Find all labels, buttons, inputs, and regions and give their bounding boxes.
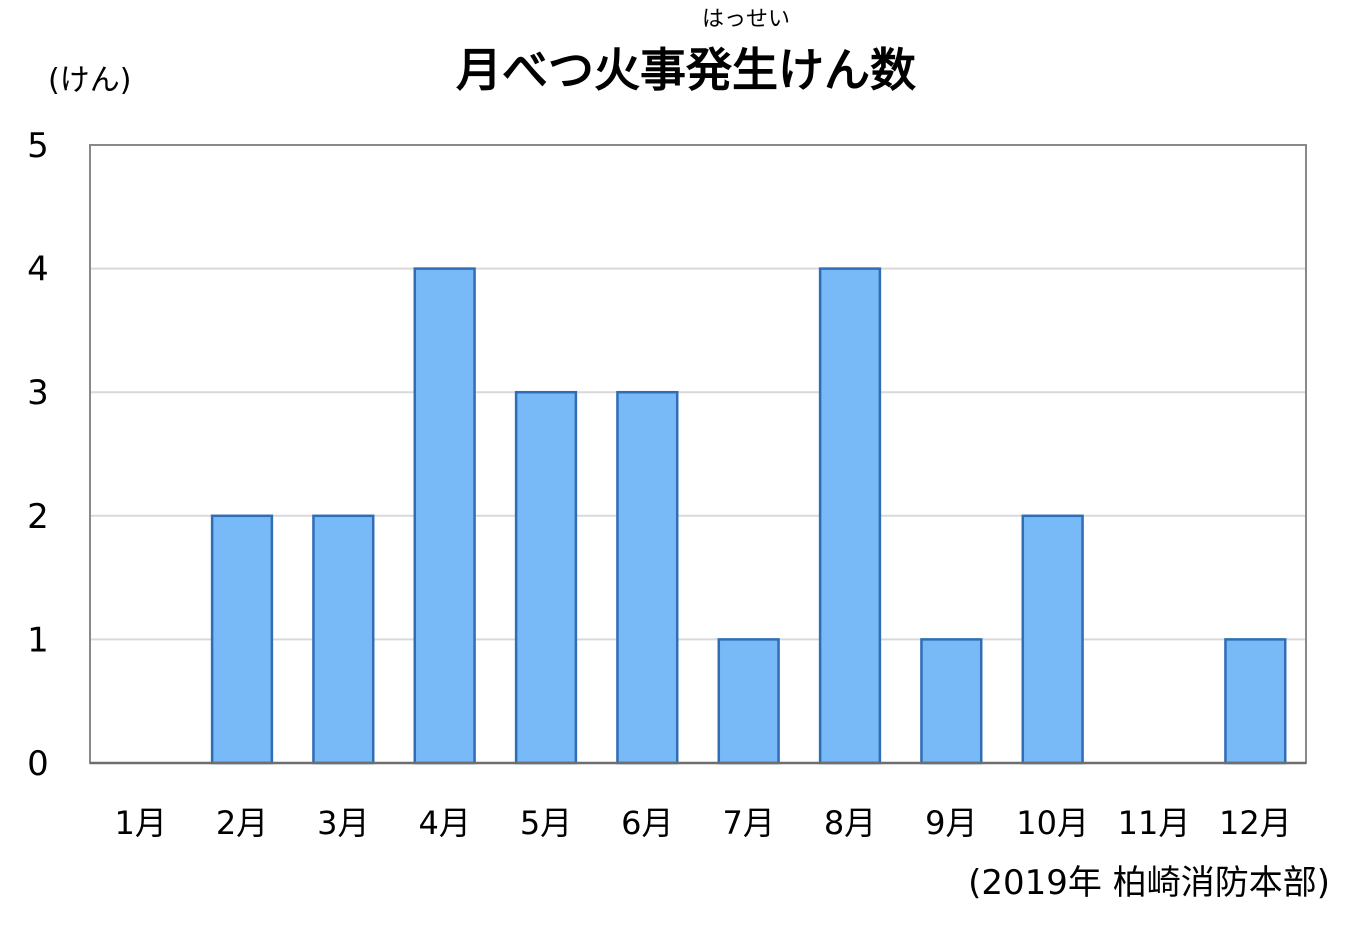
bar-12月: [1224, 638, 1287, 765]
bar-7月: [717, 638, 780, 765]
y-tick-label: 2: [27, 497, 49, 537]
source-note: (2019年 柏崎消防本部): [968, 863, 1330, 903]
x-tick-labels: 1月 2月 3月 4月 5月 6月 7月 8月 9月 10月 11月 12月: [114, 804, 1291, 842]
bar-4月: [413, 267, 476, 765]
x-tick-label: 5月: [520, 804, 572, 842]
x-tick-label: 2月: [216, 804, 268, 842]
bar-2月: [210, 514, 274, 765]
y-tick-label: 1: [27, 620, 49, 660]
chart-title-ruby: はっせい: [702, 7, 790, 32]
x-tick-label: 12月: [1219, 804, 1292, 842]
y-tick-label: 3: [27, 373, 49, 413]
bar-10月: [1021, 514, 1084, 765]
x-tick-label: 3月: [317, 804, 369, 842]
bar-3月: [312, 514, 375, 765]
y-tick-label: 4: [27, 250, 49, 290]
grid-lines: [90, 267, 1306, 641]
x-tick-label: 8月: [824, 804, 876, 842]
bar-8月: [818, 267, 882, 765]
y-tick-label: 0: [27, 744, 49, 784]
x-tick-label: 1月: [114, 804, 166, 842]
y-tick-label: 5: [27, 126, 49, 166]
y-axis-unit: (けん): [48, 63, 131, 98]
x-tick-label: 7月: [722, 804, 774, 842]
bars: [210, 267, 1287, 765]
x-tick-label: 6月: [621, 804, 673, 842]
bar-9月: [920, 638, 983, 765]
x-tick-label: 9月: [925, 804, 977, 842]
x-tick-label: 11月: [1118, 804, 1191, 842]
x-tick-label: 10月: [1016, 804, 1089, 842]
bar-5月: [514, 390, 578, 765]
bar-6月: [616, 390, 679, 765]
y-tick-labels: 0 1 2 3 4 5: [27, 126, 49, 784]
x-tick-label: 4月: [418, 804, 470, 842]
chart-title: 月べつ火事発生けん数: [456, 43, 916, 97]
